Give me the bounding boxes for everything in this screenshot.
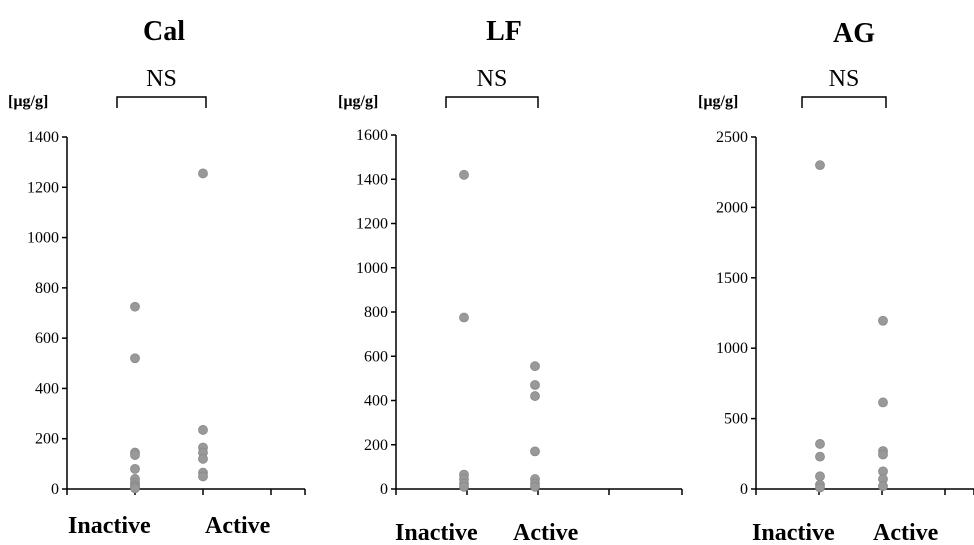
category-label-inactive: Inactive: [752, 520, 835, 545]
y-tick-label: 1200: [356, 216, 388, 233]
chart-panel-2: LF NS [µg/g] 0 200 400 600 800 1000 1200 1400 1600 I…: [338, 16, 683, 545]
chart-title: LF: [486, 16, 522, 47]
y-unit-label: [µg/g]: [8, 93, 48, 110]
data-point-active: [878, 315, 888, 326]
category-label-active: Active: [205, 513, 271, 539]
category-label-inactive: Inactive: [395, 520, 478, 545]
data-point-inactive: [459, 169, 469, 180]
data-point-active: [198, 168, 208, 179]
y-unit-label: [µg/g]: [698, 93, 738, 110]
y-tick-label: 2500: [716, 129, 748, 146]
chart-panel-3: AG NS [µg/g] 0 500 1000 1500 2000 2500 Inactive Ac…: [698, 18, 974, 545]
y-tick-label: 400: [364, 393, 388, 410]
data-point-active: [530, 361, 540, 372]
data-point-inactive: [815, 482, 825, 493]
y-tick-label: 1000: [27, 230, 59, 247]
category-label-active: Active: [873, 520, 939, 545]
data-point-inactive: [459, 481, 469, 492]
data-point-inactive: [130, 450, 140, 460]
y-tick-label: 800: [364, 304, 388, 321]
y-tick-label: 200: [35, 431, 59, 448]
data-point-inactive: [815, 160, 825, 171]
data-point-active: [530, 446, 540, 457]
chart-panel-1: Cal NS [µg/g] 0 200 400 600 800 1000 1200 1400 Inac…: [8, 16, 306, 539]
data-point-inactive: [815, 451, 825, 462]
significance-bracket: [116, 96, 207, 108]
significance-label: NS: [477, 66, 508, 92]
data-point-active: [878, 397, 888, 408]
y-tick-label: 1400: [356, 171, 388, 188]
y-tick-label: 800: [35, 280, 59, 297]
y-tick-label: 500: [724, 411, 748, 428]
data-point-inactive: [130, 463, 140, 474]
data-point-active: [198, 471, 208, 482]
y-tick-label: 1000: [356, 260, 388, 277]
y-tick-label: 1000: [716, 340, 748, 357]
data-point-active: [198, 425, 208, 435]
data-point-inactive: [815, 471, 825, 482]
y-unit-label: [µg/g]: [338, 93, 378, 110]
data-point-active: [530, 481, 540, 492]
chart-title: Cal: [143, 16, 185, 47]
y-tick-label: 2000: [716, 199, 748, 216]
data-point-active: [530, 380, 540, 390]
y-tick-label: 600: [35, 330, 59, 347]
data-point-active: [198, 453, 208, 464]
y-tick-label: 400: [35, 380, 59, 397]
significance-label: NS: [829, 66, 860, 92]
y-tick-label: 0: [380, 481, 388, 498]
y-tick-label: 1200: [27, 179, 59, 196]
data-point-inactive: [130, 301, 140, 312]
data-point-inactive: [815, 439, 825, 449]
y-tick-label: 200: [364, 437, 388, 454]
data-point-inactive: [130, 483, 140, 494]
category-label-inactive: Inactive: [68, 513, 151, 539]
data-point-active: [530, 391, 540, 401]
data-point-inactive: [130, 353, 140, 364]
y-tick-label: 1400: [27, 129, 59, 146]
significance-bracket: [445, 96, 539, 108]
significance-bracket: [801, 96, 887, 108]
y-tick-label: 600: [364, 348, 388, 365]
category-label-active: Active: [513, 520, 579, 545]
data-point-active: [878, 481, 888, 492]
y-tick-label: 1500: [716, 270, 748, 287]
significance-label: NS: [146, 66, 177, 92]
y-tick-label: 0: [51, 481, 59, 498]
data-point-active: [878, 449, 888, 460]
chart-title: AG: [833, 18, 875, 49]
y-tick-label: 0: [740, 481, 748, 498]
data-point-inactive: [459, 312, 469, 323]
y-tick-label: 1600: [356, 127, 388, 144]
